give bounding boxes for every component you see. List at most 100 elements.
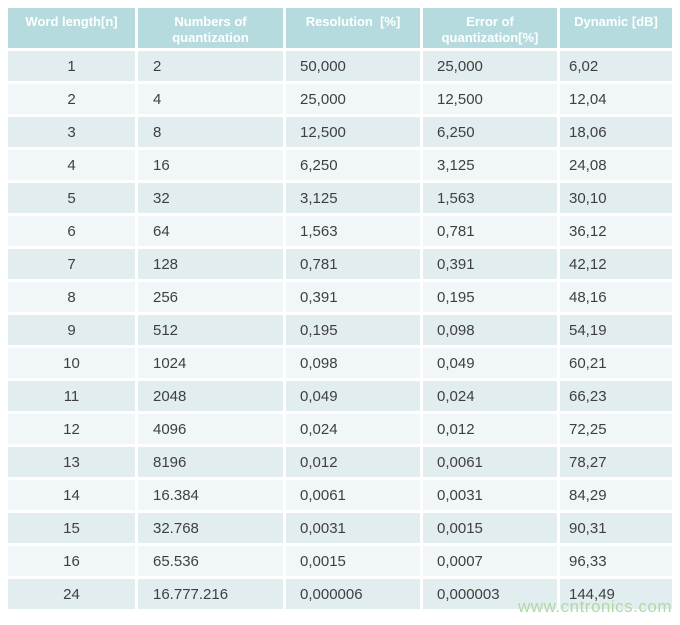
cell-dynamic: 24,08 — [560, 150, 672, 183]
cell-error-quantization: 0,195 — [423, 282, 560, 315]
cell-num-quantization: 4096 — [138, 414, 286, 447]
cell-num-quantization: 256 — [138, 282, 286, 315]
cell-resolution: 0,049 — [286, 381, 423, 414]
cell-num-quantization: 32.768 — [138, 513, 286, 546]
cell-resolution: 50,000 — [286, 51, 423, 84]
cell-num-quantization: 16.777.216 — [138, 579, 286, 612]
table-row: 16 65.536 0,0015 0,0007 96,33 — [8, 546, 672, 579]
table-row: 15 32.768 0,0031 0,0015 90,31 — [8, 513, 672, 546]
table-row: 8 256 0,391 0,195 48,16 — [8, 282, 672, 315]
cell-error-quantization: 0,0061 — [423, 447, 560, 480]
quantization-table: Word length[n] Numbers of quantization R… — [8, 8, 672, 612]
cell-error-quantization: 0,098 — [423, 315, 560, 348]
cell-resolution: 0,012 — [286, 447, 423, 480]
cell-dynamic: 60,21 — [560, 348, 672, 381]
cell-resolution: 0,0015 — [286, 546, 423, 579]
table-row: 13 8196 0,012 0,0061 78,27 — [8, 447, 672, 480]
cell-error-quantization: 0,781 — [423, 216, 560, 249]
cell-error-quantization: 0,0007 — [423, 546, 560, 579]
cell-resolution: 0,195 — [286, 315, 423, 348]
col-header-word-length: Word length[n] — [8, 8, 138, 51]
cell-resolution: 0,0061 — [286, 480, 423, 513]
cell-word-length: 6 — [8, 216, 138, 249]
cell-word-length: 4 — [8, 150, 138, 183]
cell-word-length: 16 — [8, 546, 138, 579]
cell-num-quantization: 32 — [138, 183, 286, 216]
cell-resolution: 0,024 — [286, 414, 423, 447]
table-row: 10 1024 0,098 0,049 60,21 — [8, 348, 672, 381]
cell-dynamic: 48,16 — [560, 282, 672, 315]
cell-dynamic: 18,06 — [560, 117, 672, 150]
cell-dynamic: 30,10 — [560, 183, 672, 216]
cell-error-quantization: 12,500 — [423, 84, 560, 117]
cell-num-quantization: 1024 — [138, 348, 286, 381]
cell-resolution: 25,000 — [286, 84, 423, 117]
col-header-num-quantization: Numbers of quantization — [138, 8, 286, 51]
cell-word-length: 24 — [8, 579, 138, 612]
cell-word-length: 12 — [8, 414, 138, 447]
cell-word-length: 14 — [8, 480, 138, 513]
cell-error-quantization: 6,250 — [423, 117, 560, 150]
cell-num-quantization: 512 — [138, 315, 286, 348]
cell-word-length: 7 — [8, 249, 138, 282]
table-row: 3 8 12,500 6,250 18,06 — [8, 117, 672, 150]
cell-word-length: 1 — [8, 51, 138, 84]
table-row: 9 512 0,195 0,098 54,19 — [8, 315, 672, 348]
cell-num-quantization: 65.536 — [138, 546, 286, 579]
header-row: Word length[n] Numbers of quantization R… — [8, 8, 672, 51]
cell-error-quantization: 0,000003 — [423, 579, 560, 612]
col-header-dynamic: Dynamic [dB] — [560, 8, 672, 51]
cell-error-quantization: 1,563 — [423, 183, 560, 216]
cell-resolution: 3,125 — [286, 183, 423, 216]
cell-dynamic: 90,31 — [560, 513, 672, 546]
cell-error-quantization: 0,049 — [423, 348, 560, 381]
table-row: 5 32 3,125 1,563 30,10 — [8, 183, 672, 216]
cell-dynamic: 54,19 — [560, 315, 672, 348]
col-header-resolution: Resolution [%] — [286, 8, 423, 51]
cell-num-quantization: 8196 — [138, 447, 286, 480]
table-row: 2 4 25,000 12,500 12,04 — [8, 84, 672, 117]
cell-dynamic: 36,12 — [560, 216, 672, 249]
cell-error-quantization: 0,024 — [423, 381, 560, 414]
cell-dynamic: 66,23 — [560, 381, 672, 414]
cell-dynamic: 6,02 — [560, 51, 672, 84]
cell-num-quantization: 8 — [138, 117, 286, 150]
cell-resolution: 0,781 — [286, 249, 423, 282]
col-header-error-quantization: Error of quantization[%] — [423, 8, 560, 51]
cell-error-quantization: 0,0015 — [423, 513, 560, 546]
cell-num-quantization: 16 — [138, 150, 286, 183]
table-row: 12 4096 0,024 0,012 72,25 — [8, 414, 672, 447]
cell-error-quantization: 0,391 — [423, 249, 560, 282]
table-row: 11 2048 0,049 0,024 66,23 — [8, 381, 672, 414]
cell-word-length: 3 — [8, 117, 138, 150]
cell-dynamic: 96,33 — [560, 546, 672, 579]
cell-resolution: 6,250 — [286, 150, 423, 183]
cell-word-length: 11 — [8, 381, 138, 414]
cell-num-quantization: 2048 — [138, 381, 286, 414]
cell-num-quantization: 4 — [138, 84, 286, 117]
cell-word-length: 15 — [8, 513, 138, 546]
cell-dynamic: 12,04 — [560, 84, 672, 117]
cell-word-length: 13 — [8, 447, 138, 480]
cell-dynamic: 144,49 — [560, 579, 672, 612]
cell-num-quantization: 128 — [138, 249, 286, 282]
cell-word-length: 5 — [8, 183, 138, 216]
cell-resolution: 1,563 — [286, 216, 423, 249]
cell-dynamic: 72,25 — [560, 414, 672, 447]
cell-num-quantization: 16.384 — [138, 480, 286, 513]
cell-error-quantization: 25,000 — [423, 51, 560, 84]
cell-error-quantization: 0,012 — [423, 414, 560, 447]
table-row: 1 2 50,000 25,000 6,02 — [8, 51, 672, 84]
table-row: 6 64 1,563 0,781 36,12 — [8, 216, 672, 249]
table-row: 14 16.384 0,0061 0,0031 84,29 — [8, 480, 672, 513]
cell-resolution: 0,000006 — [286, 579, 423, 612]
cell-dynamic: 42,12 — [560, 249, 672, 282]
cell-dynamic: 84,29 — [560, 480, 672, 513]
cell-num-quantization: 2 — [138, 51, 286, 84]
cell-resolution: 12,500 — [286, 117, 423, 150]
cell-num-quantization: 64 — [138, 216, 286, 249]
table-row: 24 16.777.216 0,000006 0,000003 144,49 — [8, 579, 672, 612]
cell-error-quantization: 0,0031 — [423, 480, 560, 513]
cell-word-length: 10 — [8, 348, 138, 381]
